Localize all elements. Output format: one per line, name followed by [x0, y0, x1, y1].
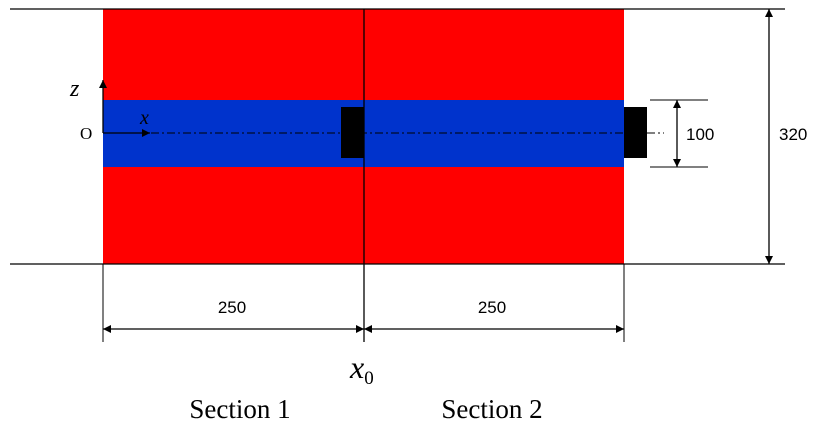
- x-axis-label: x: [139, 107, 149, 129]
- total-height-label: 320: [779, 125, 807, 144]
- x0-label: x0: [349, 349, 374, 389]
- section-2-caption: Section 2: [441, 394, 542, 424]
- origin-label: O: [80, 124, 92, 143]
- section-1-length-label: 250: [218, 298, 246, 317]
- end-block: [624, 107, 647, 158]
- section-1-caption: Section 1: [189, 394, 290, 424]
- z-axis-label: z: [69, 76, 80, 102]
- interface-block: [341, 107, 364, 158]
- x0-subscript: 0: [364, 368, 374, 389]
- section-2-length-label: 250: [478, 298, 506, 317]
- x0-main: x: [349, 349, 364, 385]
- core-thickness-label: 100: [686, 125, 714, 144]
